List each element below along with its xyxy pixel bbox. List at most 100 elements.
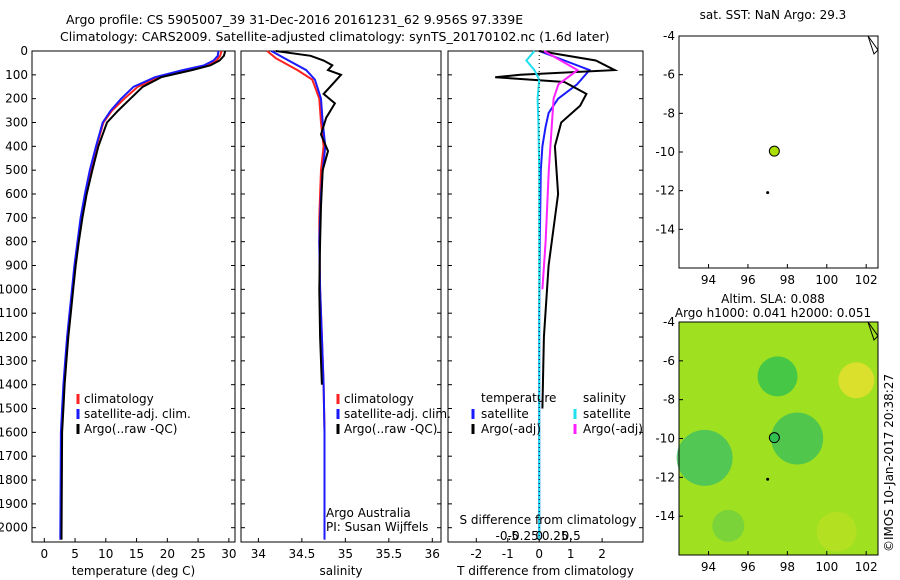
temperature-frame bbox=[31, 50, 236, 543]
legend-label: satellite bbox=[481, 407, 529, 421]
differences-series-line bbox=[495, 50, 619, 409]
map-xtick-label: 96 bbox=[740, 273, 755, 287]
map-ytick-label: -8 bbox=[663, 106, 675, 120]
legend-title: salinity bbox=[583, 391, 626, 405]
map-xtick-label: 100 bbox=[815, 560, 838, 574]
depth-tick-label: 1000 bbox=[0, 282, 28, 296]
depth-tick-label: 400 bbox=[5, 139, 28, 153]
map-ytick-label: -14 bbox=[655, 509, 675, 523]
header-line-2: Climatology: CARS2009. Satellite-adjuste… bbox=[60, 29, 610, 44]
depth-tick-label: 1200 bbox=[0, 330, 28, 344]
differences-xtick-label: -1 bbox=[502, 547, 514, 561]
differences-xtick-label: 1 bbox=[567, 547, 575, 561]
legend-label: Argo(..raw -QC) bbox=[84, 422, 177, 436]
s-tick-label: -0.5 bbox=[495, 529, 518, 543]
map-xtick-label: 102 bbox=[855, 560, 878, 574]
annotation-line: PI: Susan Wijffels bbox=[326, 520, 428, 534]
depth-tick-label: 100 bbox=[5, 68, 28, 82]
salinity-xtick-label: 34.5 bbox=[289, 547, 316, 561]
temperature-series-line bbox=[59, 50, 223, 540]
map-ytick-label: -10 bbox=[655, 432, 675, 446]
s-diff-label: S difference from climatology bbox=[460, 513, 637, 527]
depth-tick-label: 1800 bbox=[0, 473, 28, 487]
salinity-series-line bbox=[275, 50, 343, 385]
s-tick-label: -0.25 bbox=[508, 529, 539, 543]
coastline bbox=[867, 321, 879, 341]
legend-label: Argo(-adj) bbox=[481, 422, 541, 436]
sla-blob bbox=[676, 429, 733, 486]
sla-blob bbox=[712, 509, 745, 542]
map-xtick-label: 100 bbox=[815, 273, 838, 287]
map-ytick-label: -12 bbox=[655, 470, 675, 484]
sla-blob bbox=[771, 412, 824, 465]
map-xtick-label: 98 bbox=[780, 273, 795, 287]
temperature-xtick-label: 10 bbox=[98, 547, 113, 561]
depth-tick-label: 2000 bbox=[0, 521, 28, 535]
temperature-series-line bbox=[60, 50, 227, 540]
annotation-line: Argo Australia bbox=[326, 506, 411, 520]
legend-label: climatology bbox=[84, 392, 154, 406]
legend-label: Argo(..raw -QC) bbox=[344, 422, 437, 436]
temperature-series-line bbox=[59, 50, 220, 540]
differences-series-line bbox=[541, 50, 580, 290]
depth-tick-label: 1500 bbox=[0, 402, 28, 416]
legend-label: Argo(-adj) bbox=[583, 422, 643, 436]
temperature-xtick-label: 25 bbox=[190, 547, 205, 561]
sla-blob bbox=[838, 362, 875, 399]
legend-title: temperature bbox=[481, 391, 556, 405]
salinity-xtick-label: 35.5 bbox=[375, 547, 402, 561]
differences-xtick-label: 2 bbox=[598, 547, 606, 561]
depth-tick-label: 700 bbox=[5, 211, 28, 225]
map-xtick-label: 94 bbox=[701, 273, 716, 287]
sla-blob bbox=[816, 511, 857, 552]
map-xtick-label: 94 bbox=[701, 560, 716, 574]
sla-blob bbox=[757, 356, 798, 397]
footer-stamp: ©IMOS 10-Jan-2017 20:38:27 bbox=[882, 373, 896, 552]
map-xtick-label: 102 bbox=[855, 273, 878, 287]
salinity-xtick-label: 34 bbox=[251, 547, 266, 561]
depth-tick-label: 200 bbox=[5, 92, 28, 106]
s-tick-label: 0 bbox=[535, 529, 543, 543]
depth-tick-label: 900 bbox=[5, 259, 28, 273]
map-ytick-label: -14 bbox=[655, 222, 675, 236]
legend-label: satellite-adj. clim. bbox=[84, 407, 191, 421]
depth-tick-label: 1100 bbox=[0, 306, 28, 320]
differences-xtick-label: -2 bbox=[470, 547, 482, 561]
sla-map-subtitle: Argo h1000: 0.041 h2000: 0.051 bbox=[675, 306, 871, 320]
temperature-xtick-label: 30 bbox=[221, 547, 236, 561]
map-xtick-label: 98 bbox=[780, 560, 795, 574]
depth-tick-label: 300 bbox=[5, 116, 28, 130]
legend-label: satellite bbox=[583, 407, 631, 421]
differences-series-line bbox=[525, 50, 541, 540]
float-position-marker bbox=[768, 432, 780, 444]
salinity-series-line bbox=[270, 50, 327, 540]
salinity-xlabel: salinity bbox=[319, 564, 362, 578]
salinity-xtick-label: 35 bbox=[338, 547, 353, 561]
header-line-1: Argo profile: CS 5905007_39 31-Dec-2016 … bbox=[66, 12, 524, 27]
depth-tick-label: 600 bbox=[5, 187, 28, 201]
coastline bbox=[867, 35, 879, 55]
depth-tick-label: 1900 bbox=[0, 497, 28, 511]
differences-xlabel: T difference from climatology bbox=[456, 564, 634, 578]
sst-map-title: sat. SST: NaN Argo: 29.3 bbox=[700, 8, 847, 22]
map-ytick-label: -6 bbox=[663, 354, 675, 368]
temperature-xtick-label: 15 bbox=[129, 547, 144, 561]
map-ytick-label: -10 bbox=[655, 145, 675, 159]
temperature-xtick-label: 0 bbox=[40, 547, 48, 561]
temperature-xlabel: temperature (deg C) bbox=[72, 564, 195, 578]
map-ytick-label: -4 bbox=[663, 315, 675, 329]
depth-tick-label: 500 bbox=[5, 163, 28, 177]
differences-xtick-label: 0 bbox=[535, 547, 543, 561]
legend-label: climatology bbox=[344, 392, 414, 406]
map-xtick-label: 96 bbox=[740, 560, 755, 574]
salinity-frame bbox=[240, 50, 442, 543]
salinity-series-line bbox=[266, 50, 326, 540]
sla-map-title: Altim. SLA: 0.088 bbox=[721, 292, 825, 306]
temperature-xtick-label: 5 bbox=[71, 547, 79, 561]
island-marker bbox=[766, 477, 770, 481]
s-tick-label: 0.25 bbox=[542, 529, 569, 543]
temperature-xtick-label: 20 bbox=[160, 547, 175, 561]
legend-label: satellite-adj. clim. bbox=[344, 407, 451, 421]
island-marker bbox=[766, 191, 770, 195]
